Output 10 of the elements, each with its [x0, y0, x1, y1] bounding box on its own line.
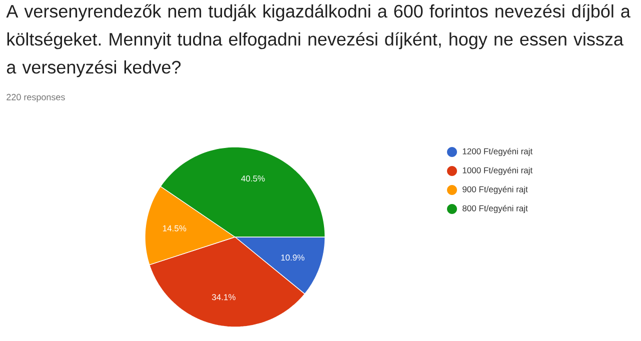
legend-label: 1200 Ft/egyéni rajt	[462, 148, 533, 156]
data-label: 10.9%	[281, 254, 304, 261]
data-label: 34.1%	[212, 294, 236, 300]
legend-label: 1000 Ft/egyéni rajt	[462, 166, 533, 176]
text: 220 responses	[6, 94, 65, 102]
legend-label: 800 Ft/egyéni rajt	[462, 204, 528, 214]
data-label: 14.5%	[163, 225, 186, 232]
legend-label: 900 Ft/egyéni rajt	[462, 186, 528, 194]
data-label: 40.5%	[241, 176, 265, 182]
chart-title: A versenyrendezők nem tudják kigazdálkodni a 600 forintos nevezési díjból a költségeket. Mennyit tudna elfogadni nevezési díjként, hogy ne essen vissza a versenyzési kedve?	[6, 4, 630, 78]
